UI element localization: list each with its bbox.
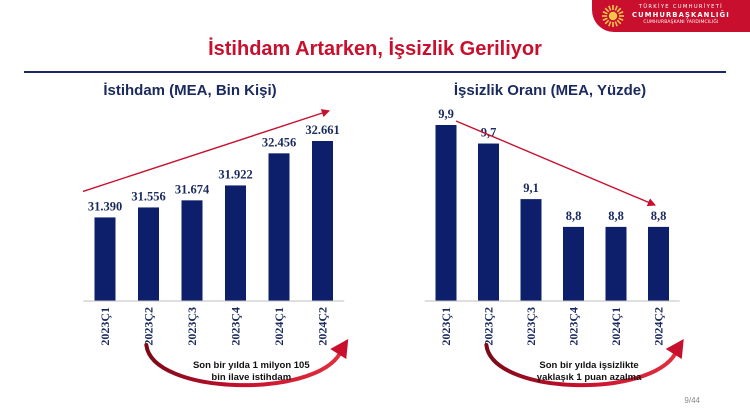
page-title: İstihdam Artarken, İşsizlik Geriliyor	[208, 38, 542, 60]
note-line: Son bir yılda 1 milyon 105	[193, 360, 310, 371]
sun-ray	[604, 7, 610, 13]
bar-value-label: 8,8	[566, 209, 582, 223]
category-tick-label: 2023Ç3	[185, 307, 199, 346]
trend-arrow	[455, 120, 657, 207]
bar	[648, 226, 669, 301]
bar	[268, 153, 290, 301]
category-tick-label: 2023Ç1	[98, 307, 112, 346]
bar-value-label: 31.922	[218, 167, 252, 181]
bar-value-label: 32.661	[305, 123, 339, 137]
employment-chart: 31.390 2023Ç1 31.556 2023Ç2 31.674 2023Ç3 31.9…	[82, 109, 349, 388]
note-text: Son bir yılda 1 milyon 105 bin ilave isti…	[193, 360, 310, 383]
category-tick-label: 2023Ç2	[142, 307, 156, 346]
logo-line-vice-presidency: CUMHURBAŞKANI YARDIMCILIĞI	[643, 20, 719, 25]
note-line: bin ilave istihdam	[211, 372, 291, 383]
category-tick-label: 2023Ç4	[229, 307, 243, 346]
trend-arrow	[82, 109, 331, 193]
logo-line-country: TÜRKİYE CUMHURİYETİ	[638, 4, 723, 10]
bar	[138, 207, 159, 301]
sun-ray	[602, 17, 608, 21]
sun-ray	[604, 19, 610, 25]
category-tick-label: 2024Ç1	[272, 307, 286, 346]
category-tick-label: 2023Ç1	[439, 307, 453, 346]
sun-ray	[618, 17, 624, 21]
bar	[225, 185, 246, 301]
note-swoosh-arrowhead	[665, 339, 684, 359]
category-tick-label: 2024Ç2	[316, 307, 330, 346]
bar	[312, 141, 333, 301]
note-swoosh-arrowhead	[330, 339, 349, 359]
sun-ray	[602, 11, 608, 15]
logo-banner: TÜRKİYE CUMHURİYETİ CUMHURBAŞKANLIĞI CUM…	[592, 0, 750, 32]
bar	[605, 226, 627, 301]
category-tick-label: 2023Ç2	[482, 307, 496, 346]
sun-ray	[618, 11, 624, 15]
note-line: yaklaşık 1 puan azalma	[537, 372, 642, 383]
category-tick-label: 2023Ç3	[524, 307, 538, 346]
title-divider	[24, 71, 726, 73]
bar	[563, 226, 584, 301]
unemployment-chart: 9,92023Ç19,72023Ç29,12023Ç38,82023Ç48,82…	[424, 107, 684, 388]
category-tick-label: 2024Ç1	[609, 307, 623, 346]
note-text: Son bir yılda işsizlikte yaklaşık 1 puan …	[537, 360, 642, 383]
sun-ray	[616, 7, 622, 13]
bar-value-label: 31.556	[131, 189, 165, 203]
bar-value-label: 8,8	[651, 209, 667, 223]
note-line: Son bir yılda işsizlikte	[539, 360, 638, 371]
bar-value-label: 31.674	[175, 182, 210, 196]
category-tick-label: 2023Ç4	[567, 307, 581, 346]
bar	[478, 143, 499, 301]
sun-ray	[608, 21, 612, 27]
bar-value-label: 32.456	[262, 135, 296, 149]
sun-ray	[614, 21, 618, 27]
logo-text: TÜRKİYE CUMHURİYETİ CUMHURBAŞKANLIĞI CUM…	[632, 3, 730, 27]
right-chart-title: İşsizlik Oranı (MEA, Yüzde)	[453, 82, 647, 99]
sun-ray	[616, 19, 622, 25]
bar-value-label: 9,1	[523, 181, 539, 195]
page-number: 9/44	[684, 396, 700, 405]
left-chart-title: İstihdam (MEA, Bin Kişi)	[103, 82, 277, 99]
note-swoosh	[484, 343, 678, 388]
note-swoosh	[144, 343, 343, 388]
logo-line-presidency: CUMHURBAŞKANLIĞI	[632, 11, 730, 19]
bar	[94, 217, 116, 301]
bar-value-label: 31.390	[88, 199, 122, 213]
bar	[181, 200, 203, 301]
bar	[435, 125, 457, 301]
bar-value-label: 8,8	[608, 209, 624, 223]
category-tick-label: 2024Ç2	[652, 307, 666, 346]
bar	[520, 199, 542, 301]
sun-ray	[608, 5, 612, 11]
sun-emblem-icon	[602, 5, 624, 27]
sun-ray	[614, 5, 618, 11]
bar-value-label: 9,9	[438, 107, 454, 121]
